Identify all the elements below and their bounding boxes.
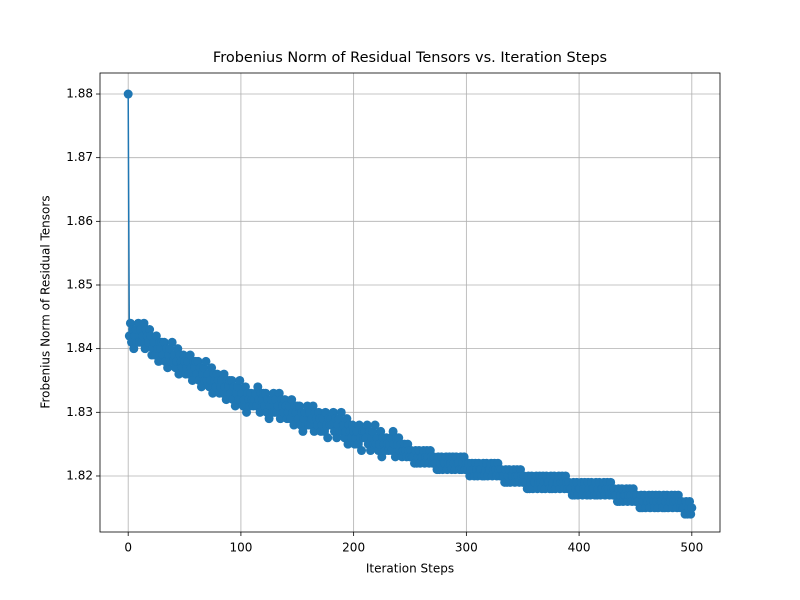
data-point [167,337,177,347]
chart-title: Frobenius Norm of Residual Tensors vs. I… [213,50,607,66]
data-point [123,89,133,99]
data-point [289,420,299,430]
data-point [336,407,346,417]
data-point [201,356,211,366]
x-tick-label: 500 [680,541,703,555]
y-tick-label: 1.82 [66,468,93,482]
y-tick-label: 1.86 [66,214,93,228]
y-tick-label: 1.83 [66,405,93,419]
y-tick-label: 1.84 [66,341,93,355]
y-axis-label: Frobenius Norm of Residual Tensors [39,195,53,408]
data-point [235,375,245,385]
x-tick-label: 100 [229,541,252,555]
data-point [687,503,697,513]
plot-frame [99,72,721,533]
data-point [357,446,367,456]
y-tick-label: 1.87 [66,150,93,164]
x-tick-label: 300 [455,541,478,555]
data-point [390,452,400,462]
x-tick-label: 200 [342,541,365,555]
x-tick-label: 400 [568,541,591,555]
data-point [187,375,197,385]
data-point [323,433,333,443]
data-point [154,356,164,366]
y-tick-label: 1.88 [66,87,93,101]
x-axis-label: Iteration Steps [366,562,454,576]
data-point [255,407,265,417]
x-tick-label: 0 [124,541,132,555]
data-point [370,420,380,430]
y-tick-label: 1.85 [66,277,93,291]
data-point [221,395,231,405]
